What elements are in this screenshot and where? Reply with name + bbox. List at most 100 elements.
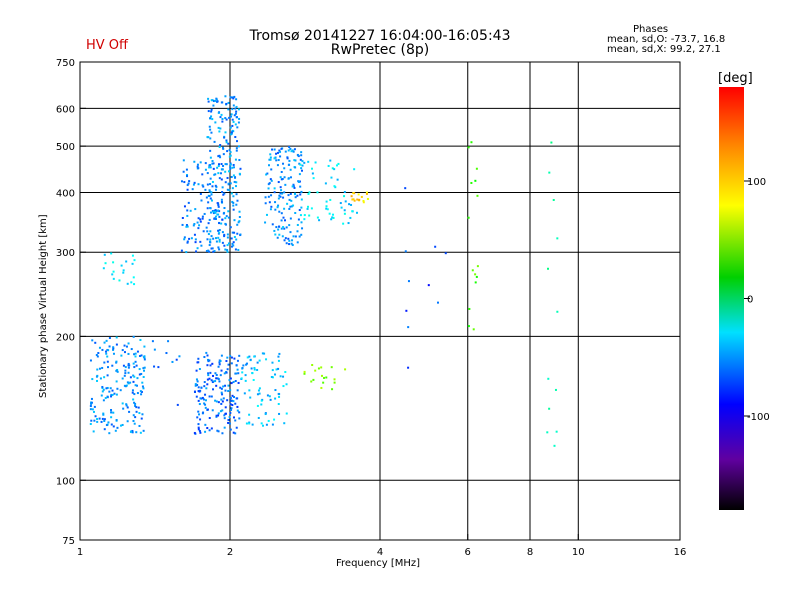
echo-point [467, 146, 470, 149]
echo-point [118, 279, 121, 282]
echo-point [206, 183, 209, 186]
echo-point [217, 111, 220, 114]
echo-point [238, 145, 241, 148]
echo-point [288, 224, 291, 227]
echo-point [194, 384, 197, 387]
y-tick-label: 750 [56, 58, 75, 69]
echo-point [229, 126, 232, 129]
echo-point [206, 383, 209, 386]
echo-point [229, 428, 232, 431]
echo-point [204, 168, 207, 171]
echo-point [208, 417, 211, 420]
echo-point [186, 225, 189, 228]
echo-point [105, 387, 108, 390]
echo-point [131, 262, 134, 265]
echo-point [203, 402, 206, 405]
echo-point [269, 153, 272, 156]
echo-point [101, 385, 104, 388]
echo-point [132, 398, 135, 401]
echo-point [213, 250, 216, 253]
echo-point [283, 227, 286, 230]
echo-point [215, 414, 218, 417]
echo-point [362, 201, 365, 204]
echo-point [227, 216, 230, 219]
echo-point [217, 236, 220, 239]
chart-title-line2: RwPretec (8p) [330, 42, 430, 58]
echo-point [210, 108, 213, 111]
echo-point [224, 170, 227, 173]
echo-point [143, 369, 146, 372]
echo-point [290, 242, 293, 245]
echo-point [294, 159, 297, 162]
echo-point [89, 422, 92, 425]
echo-point [232, 204, 235, 207]
echo-point [249, 396, 252, 399]
echo-point [287, 194, 290, 197]
echo-point [224, 389, 227, 392]
echo-point [274, 233, 277, 236]
echo-point [204, 403, 207, 406]
echo-point [226, 249, 229, 252]
echo-point [246, 356, 249, 359]
echo-point [188, 237, 191, 240]
echo-point [140, 417, 143, 420]
echo-point [132, 380, 135, 383]
echo-point [333, 381, 336, 384]
echo-point [219, 156, 222, 159]
echo-point [325, 207, 328, 210]
echo-point [129, 376, 132, 379]
echo-point [264, 196, 267, 199]
echo-point [231, 404, 234, 407]
echo-point [197, 423, 200, 426]
echo-point [218, 222, 221, 225]
echo-point [212, 210, 215, 213]
echo-point [209, 128, 212, 131]
x-tick-label: 6 [465, 547, 471, 558]
echo-point [231, 242, 234, 245]
echo-point [236, 140, 239, 143]
echo-point [216, 166, 219, 169]
echo-point [123, 384, 126, 387]
echo-point [203, 356, 206, 359]
echo-point [204, 188, 207, 191]
echo-point [197, 167, 200, 170]
echo-point [218, 231, 221, 234]
echo-point [342, 222, 345, 225]
echo-point [260, 399, 263, 402]
echo-point [292, 150, 295, 153]
echo-point [133, 283, 136, 286]
echo-point [294, 235, 297, 238]
echo-point [227, 390, 230, 393]
echo-point [299, 193, 302, 196]
echo-point [198, 430, 201, 433]
echo-point [348, 203, 351, 206]
echo-point [209, 163, 212, 166]
echo-point [204, 423, 207, 426]
echo-point [236, 397, 239, 400]
echo-point [229, 377, 232, 380]
echo-point [188, 180, 191, 183]
echo-point [123, 344, 126, 347]
echo-point [280, 212, 283, 215]
echo-point [213, 217, 216, 220]
echo-point [256, 361, 259, 364]
echo-point [201, 396, 204, 399]
echo-point [318, 219, 321, 222]
echo-point [243, 392, 246, 395]
echo-point [95, 353, 98, 356]
echo-point [92, 410, 95, 413]
echo-point [227, 101, 230, 104]
echo-point [307, 160, 310, 163]
echo-point [222, 385, 225, 388]
echo-point [248, 422, 251, 425]
echo-point [220, 354, 223, 357]
echo-point [350, 203, 353, 206]
echo-point [185, 225, 188, 228]
echo-point [134, 352, 137, 355]
echo-point [232, 244, 235, 247]
echo-point [236, 199, 239, 202]
echo-point [467, 216, 470, 219]
echo-point [278, 412, 281, 415]
echo-point [228, 379, 231, 382]
echo-point [333, 185, 336, 188]
